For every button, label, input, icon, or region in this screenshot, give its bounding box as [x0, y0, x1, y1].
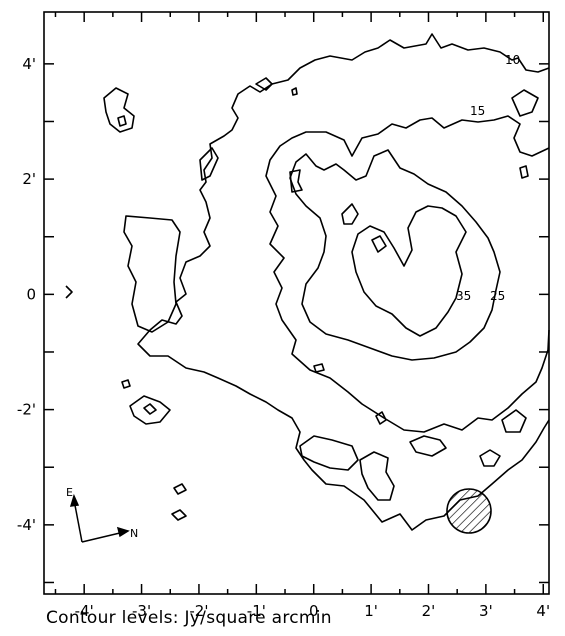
contour-blob	[291, 87, 298, 96]
contour-blob	[313, 363, 325, 373]
contour-label-25: 25	[490, 289, 505, 303]
beam-circle	[446, 488, 492, 534]
contour-blob	[341, 203, 359, 225]
contour-blob	[117, 115, 127, 127]
x-tick-label: 3'	[479, 602, 493, 620]
contour-line-level-15	[265, 115, 550, 433]
contour-blob	[129, 395, 171, 425]
y-tick-label: -4'	[17, 516, 36, 534]
compass-label-n: N	[130, 527, 138, 540]
axis-tick-labels: -4' -3' -2' -1' 0 1' 2' 3' 4' 4' 2' 0 -2' -4'	[17, 55, 550, 620]
contour-blob	[519, 165, 529, 179]
contour-blob	[65, 285, 73, 299]
y-tick-label: 4'	[22, 55, 36, 73]
contour-blob	[121, 379, 131, 389]
x-tick-label: 0	[309, 602, 319, 620]
contour-blob	[371, 235, 387, 253]
x-tick-label: 4'	[536, 602, 550, 620]
contour-label-15: 15	[470, 104, 485, 118]
y-tick-label: -2'	[17, 401, 36, 419]
x-tick-label: 1'	[364, 602, 378, 620]
contour-blob	[479, 449, 501, 467]
contour-blob	[103, 87, 135, 133]
axis-ticks	[44, 12, 549, 594]
x-tick-label: -3'	[132, 602, 151, 620]
x-tick-label: 2'	[422, 602, 436, 620]
x-tick-label: -2'	[189, 602, 208, 620]
contour-blob	[359, 451, 395, 501]
contour-blob	[123, 215, 181, 333]
plot-frame	[43, 11, 550, 595]
contour-blob	[171, 509, 187, 521]
contour-blob	[375, 411, 387, 425]
contour-blob	[255, 77, 273, 91]
contours	[65, 33, 550, 531]
contour-blob	[289, 169, 303, 193]
x-tick-label: -1'	[247, 602, 266, 620]
contour-line-level-25	[289, 149, 501, 361]
contour-label-35: 35	[456, 289, 471, 303]
contour-label-10: 10	[505, 53, 520, 67]
y-tick-label: 0	[26, 285, 36, 303]
contour-blob	[299, 435, 359, 471]
contour-blob	[511, 89, 539, 117]
contour-blob	[173, 483, 187, 495]
compass-label-e: E	[66, 486, 73, 499]
contour-blob	[199, 147, 219, 181]
contour-blob	[501, 409, 527, 433]
contour-blob	[143, 403, 157, 415]
contour-line-outer	[137, 33, 550, 531]
compass	[69, 493, 130, 543]
y-tick-label: 2'	[22, 170, 36, 188]
contour-line-level-35	[351, 205, 467, 337]
x-tick-label: -4'	[75, 602, 94, 620]
contour-levels-caption: Contour levels: Jy/square arcmin	[46, 608, 332, 628]
contour-blob	[409, 435, 447, 457]
